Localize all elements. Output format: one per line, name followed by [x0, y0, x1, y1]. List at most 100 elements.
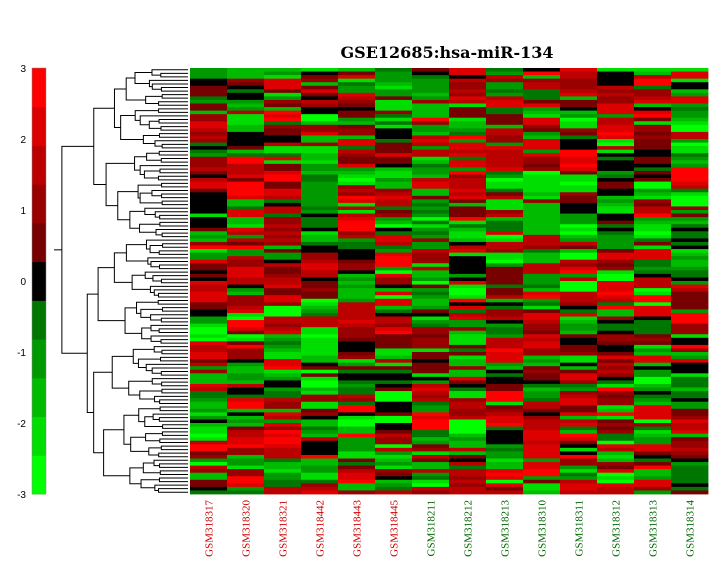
heatmap-cell: [338, 405, 376, 410]
heatmap-cell: [634, 454, 672, 459]
heatmap-cell: [301, 447, 339, 452]
dendrogram-branch: [86, 293, 99, 414]
heatmap-cell: [264, 472, 302, 477]
heatmap-cell: [486, 415, 524, 420]
heatmap-cell: [560, 121, 598, 126]
heatmap-cell: [560, 273, 598, 278]
heatmap-cell: [671, 153, 709, 158]
heatmap-cell: [375, 376, 413, 381]
heatmap-cell: [523, 373, 561, 378]
heatmap-cell: [634, 359, 672, 364]
colorbar-tick-label: 2: [20, 135, 26, 146]
dendrogram-branch: [151, 189, 188, 197]
heatmap-cell: [671, 302, 709, 307]
heatmap-cell: [449, 89, 487, 94]
heatmap-cell: [264, 419, 302, 424]
heatmap-cell: [301, 153, 339, 158]
dendrogram-branch: [161, 182, 188, 188]
heatmap-cell: [190, 78, 228, 83]
heatmap-cell: [486, 440, 524, 445]
heatmap-cell: [486, 305, 524, 310]
heatmap-cell: [264, 256, 302, 261]
heatmap-cell: [523, 309, 561, 314]
heatmap-cell: [560, 320, 598, 324]
column-labels: GSM318317 GSM318320 GSM318321 GSM318442 GSM3…: [204, 500, 697, 557]
heatmap-cell: [375, 174, 413, 179]
heatmap-cell: [597, 277, 635, 282]
heatmap-cell: [412, 121, 450, 126]
heatmap-cell: [597, 181, 635, 186]
dendrogram-branch: [161, 431, 188, 436]
heatmap-cell: [486, 273, 524, 278]
dendrogram-branch: [160, 317, 188, 323]
heatmap-cell: [486, 369, 524, 374]
heatmap-cell: [597, 195, 635, 200]
heatmap-cell: [375, 423, 413, 427]
heatmap-cell: [301, 68, 339, 72]
heatmap-cell: [560, 174, 598, 179]
heatmap-cell: [449, 277, 487, 282]
heatmap-cell: [486, 85, 524, 90]
column-label: GSM318312: [611, 500, 623, 557]
heatmap-cell: [597, 75, 635, 80]
dendrogram-branch: [61, 145, 94, 354]
heatmap-cell: [412, 309, 450, 314]
heatmap-cell: [264, 330, 302, 335]
heatmap-cell: [338, 75, 376, 80]
heatmap-cell: [412, 451, 450, 456]
heatmap-cell: [301, 199, 339, 204]
heatmap-cell: [412, 202, 450, 207]
heatmap-cell: [597, 359, 635, 364]
heatmap-cell: [301, 373, 339, 378]
heatmap-cell: [486, 82, 524, 87]
heatmap-cell: [375, 433, 413, 438]
heatmap-cell: [560, 359, 598, 364]
heatmap-cell: [338, 156, 376, 161]
heatmap-cell: [597, 174, 635, 179]
dendrogram-branch: [160, 87, 188, 92]
heatmap-cell: [227, 366, 265, 371]
heatmap-cell: [671, 469, 709, 474]
heatmap-cell: [412, 401, 450, 406]
heatmap-cell: [412, 153, 450, 158]
heatmap-cell: [560, 369, 598, 374]
heatmap-cell: [338, 167, 376, 172]
heatmap-cell: [412, 284, 450, 289]
heatmap-cell: [523, 121, 561, 126]
heatmap-cell: [523, 291, 561, 296]
heatmap-cell: [264, 259, 302, 264]
column-label: GSM318213: [500, 500, 512, 557]
heatmap-cell: [523, 160, 561, 165]
heatmap-cell: [227, 75, 265, 80]
heatmap-cell: [597, 114, 635, 119]
heatmap-cell: [338, 195, 376, 200]
heatmap-cell: [523, 210, 561, 214]
heatmap-cell: [486, 213, 524, 218]
heatmap-cell: [227, 451, 265, 456]
heatmap-cell: [486, 206, 524, 211]
heatmap-cell: [264, 103, 302, 108]
heatmap-cell: [338, 213, 376, 218]
dendrogram-branch: [131, 274, 151, 290]
colorbar-band: [32, 339, 46, 379]
heatmap-cell: [671, 213, 709, 218]
heatmap-cell: [671, 156, 709, 161]
heatmap-cell: [375, 206, 413, 211]
heatmap-cell: [597, 398, 635, 403]
heatmap-cell: [486, 433, 524, 438]
heatmap-cell: [449, 107, 487, 111]
heatmap-cell: [227, 440, 265, 445]
heatmap-cell: [449, 78, 487, 83]
dendrogram-branch: [158, 477, 188, 483]
heatmap-cell: [486, 245, 524, 250]
heatmap-cell: [449, 288, 487, 293]
heatmap-cell: [486, 195, 524, 200]
heatmap-cell: [634, 376, 672, 381]
heatmap-cell: [634, 302, 672, 307]
heatmap-cell: [412, 231, 450, 236]
heatmap-cell: [560, 241, 598, 246]
heatmap-cell: [560, 323, 598, 328]
heatmap-cell: [597, 85, 635, 90]
heatmap-cell: [671, 82, 709, 87]
heatmap-cell: [560, 89, 598, 94]
